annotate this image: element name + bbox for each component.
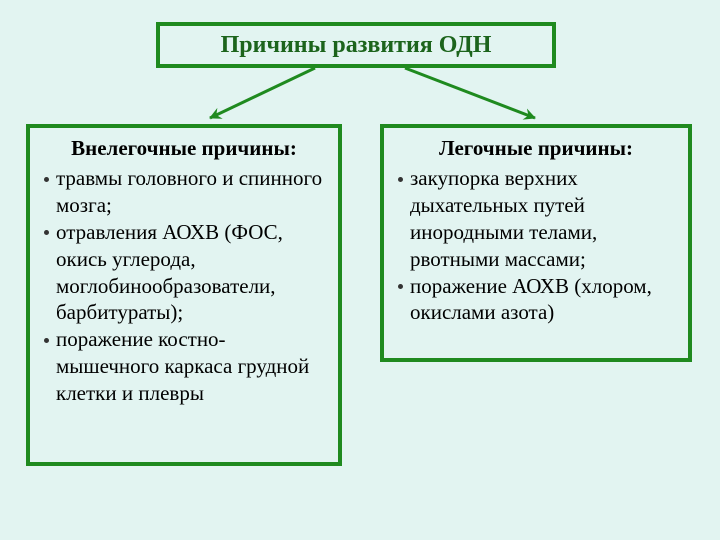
left-items: травмы головного и спинного мозга;отравл… bbox=[44, 165, 324, 407]
diagram-title: Причины развития ОДН bbox=[221, 32, 492, 59]
list-item: поражение АОХВ (хлором, окислами азота) bbox=[398, 273, 674, 327]
diagram-title-box: Причины развития ОДН bbox=[156, 22, 556, 68]
left-causes-box: Внелегочные причины: травмы головного и … bbox=[26, 124, 342, 466]
right-items: закупорка верхних дыхательных путей инор… bbox=[398, 165, 674, 326]
right-causes-box: Легочные причины: закупорка верхних дыха… bbox=[380, 124, 692, 362]
right-heading: Легочные причины: bbox=[398, 136, 674, 161]
list-item: отравления АОХВ (ФОС, окись углерода, мо… bbox=[44, 219, 324, 327]
list-item: поражение костно-мышечного каркаса грудн… bbox=[44, 326, 324, 407]
list-item: закупорка верхних дыхательных путей инор… bbox=[398, 165, 674, 273]
left-heading: Внелегочные причины: bbox=[44, 136, 324, 161]
list-item: травмы головного и спинного мозга; bbox=[44, 165, 324, 219]
